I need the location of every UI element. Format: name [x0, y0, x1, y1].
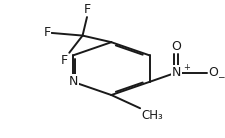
Text: F: F [61, 54, 68, 67]
Text: CH₃: CH₃ [141, 109, 162, 122]
Text: O: O [207, 66, 217, 79]
Text: N: N [171, 66, 180, 79]
Text: O: O [171, 40, 180, 53]
Text: F: F [43, 26, 50, 39]
Text: −: − [216, 72, 223, 81]
Text: F: F [83, 3, 90, 16]
Text: +: + [182, 63, 189, 72]
Text: N: N [68, 75, 77, 88]
